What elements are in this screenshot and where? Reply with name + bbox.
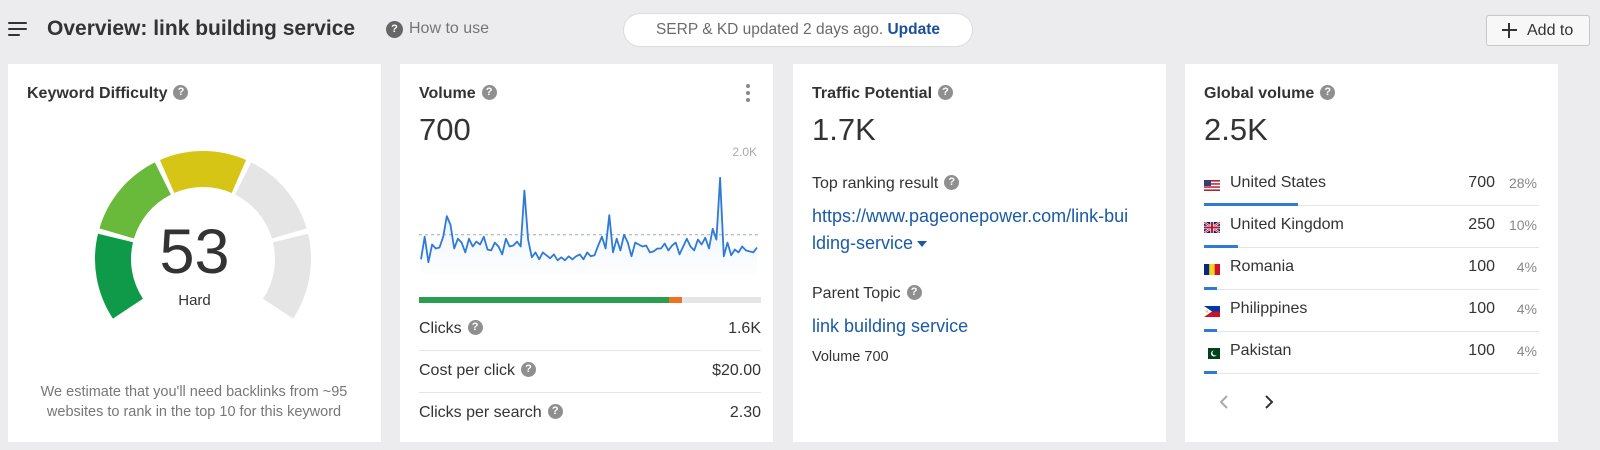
volume-title: Volume?	[419, 85, 497, 103]
kd-title: Keyword Difficulty?	[27, 85, 189, 103]
kd-value: 53	[159, 217, 230, 287]
country-share-bar	[1204, 245, 1238, 248]
traffic-potential-title: Traffic Potential?	[812, 85, 954, 103]
country-row[interactable]: Philippines 100 4%	[1204, 290, 1539, 332]
gauge-segment	[263, 233, 311, 319]
clicks-distribution-bar	[419, 297, 761, 303]
help-icon[interactable]: ?	[1320, 85, 1336, 101]
country-name: United Kingdom	[1230, 216, 1344, 233]
ro-flag-icon	[1204, 264, 1220, 275]
country-name: United States	[1230, 174, 1327, 191]
gauge-segment	[235, 162, 307, 239]
country-volume: 100	[1468, 342, 1495, 359]
global-volume-card: Global volume? 2.5K United States 700 28…	[1185, 64, 1558, 442]
country-percent: 4%	[1516, 343, 1537, 359]
volume-stats: Clicks? 1.6K Cost per click? $20.00 Clic…	[419, 309, 761, 435]
top-ranking-url[interactable]: https://www.pageonepower.com/link-bui ld…	[812, 206, 1129, 253]
chevron-left-icon[interactable]	[1213, 390, 1237, 414]
uk-flag-icon	[1204, 222, 1220, 233]
gauge-segment	[159, 151, 247, 193]
kd-note: We estimate that you'll need backlinks f…	[40, 384, 348, 420]
pk-flag-icon	[1204, 348, 1220, 359]
country-percent: 4%	[1516, 301, 1537, 317]
y-tick-label: 2.0K	[732, 146, 757, 159]
volume-trend-chart[interactable]: 2.0K	[419, 146, 761, 276]
help-icon[interactable]: ?	[944, 175, 960, 191]
country-volume: 250	[1468, 216, 1495, 233]
help-icon[interactable]: ?	[173, 85, 189, 101]
country-share-bar	[1204, 329, 1218, 332]
country-row[interactable]: United States 700 28%	[1204, 164, 1539, 206]
country-volume: 100	[1468, 258, 1495, 275]
page-title: Overview: link building service	[47, 17, 356, 40]
help-icon[interactable]: ?	[547, 404, 563, 420]
clicks-per-search-row: Clicks per search? 2.30	[419, 404, 761, 421]
country-percent: 10%	[1508, 217, 1537, 233]
keyword-difficulty-card: Keyword Difficulty? 53 Hard We estimate …	[8, 64, 381, 442]
clicks-value: 1.6K	[728, 320, 761, 337]
kd-level: Hard	[178, 292, 211, 309]
parent-topic-volume: Volume 700	[812, 349, 889, 365]
country-share-bar	[1204, 203, 1298, 206]
trend-line	[420, 176, 758, 264]
plus-icon	[1502, 23, 1517, 38]
cpc-value: $20.00	[712, 362, 761, 379]
page-header: Overview: link building service ? How to …	[0, 0, 1600, 60]
help-icon[interactable]: ?	[938, 85, 954, 101]
us-flag-icon	[1204, 180, 1220, 191]
organic-clicks-segment	[419, 297, 669, 303]
trend-area	[421, 177, 757, 274]
caret-down-icon[interactable]	[917, 241, 928, 248]
global-volume-title: Global volume?	[1204, 85, 1336, 103]
clicks-per-search-value: 2.30	[729, 404, 761, 421]
paid-clicks-segment	[668, 297, 683, 303]
kd-gauge	[95, 151, 311, 319]
update-link[interactable]: Update	[887, 21, 941, 38]
country-row[interactable]: Pakistan 100 4%	[1204, 332, 1539, 374]
country-share-bar	[1204, 287, 1218, 290]
how-to-use-link[interactable]: ? How to use	[386, 20, 489, 38]
help-icon[interactable]: ?	[906, 285, 922, 301]
top-ranking-label: Top ranking result?	[812, 175, 960, 193]
serp-status-pill: SERP & KD updated 2 days ago. Update	[624, 14, 972, 46]
country-row[interactable]: Romania 100 4%	[1204, 248, 1539, 290]
gauge-segment	[95, 233, 143, 319]
country-name: Romania	[1230, 258, 1295, 275]
ph-flag-icon	[1204, 306, 1220, 317]
cpc-row: Cost per click? $20.00	[419, 351, 761, 393]
global-volume-value: 2.5K	[1204, 112, 1268, 147]
add-to-button[interactable]: Add to	[1486, 15, 1590, 46]
volume-value: 700	[419, 112, 471, 147]
country-volume: 100	[1468, 300, 1495, 317]
country-name: Philippines	[1230, 300, 1308, 317]
traffic-potential-card: Traffic Potential? 1.7K Top ranking resu…	[793, 64, 1166, 442]
help-icon[interactable]: ?	[521, 362, 537, 378]
parent-topic-link[interactable]: link building service	[812, 316, 969, 336]
country-percent: 4%	[1516, 259, 1537, 275]
country-percent: 28%	[1508, 175, 1537, 191]
serp-status-text: SERP & KD updated 2 days ago.	[655, 21, 884, 38]
country-name: Pakistan	[1230, 342, 1292, 359]
country-row[interactable]: United Kingdom 250 10%	[1204, 206, 1539, 248]
add-to-label: Add to	[1527, 22, 1574, 39]
chevron-right-icon[interactable]	[1256, 390, 1280, 414]
volume-card: Volume? 700 2.0K Clicks? 1.6K Cost per c…	[400, 64, 773, 442]
parent-topic-label: Parent Topic?	[812, 285, 922, 303]
more-options-icon[interactable]	[745, 84, 751, 104]
help-icon: ?	[386, 20, 403, 38]
traffic-potential-value: 1.7K	[812, 112, 876, 147]
menu-icon[interactable]	[8, 22, 27, 36]
gauge-segment	[99, 162, 171, 239]
country-list: United States 700 28% United Kingdom 250…	[1204, 164, 1539, 374]
help-icon[interactable]: ?	[481, 85, 497, 101]
country-share-bar	[1204, 371, 1218, 374]
help-icon[interactable]: ?	[467, 320, 483, 336]
country-volume: 700	[1468, 174, 1495, 191]
clicks-row: Clicks? 1.6K	[419, 309, 761, 351]
